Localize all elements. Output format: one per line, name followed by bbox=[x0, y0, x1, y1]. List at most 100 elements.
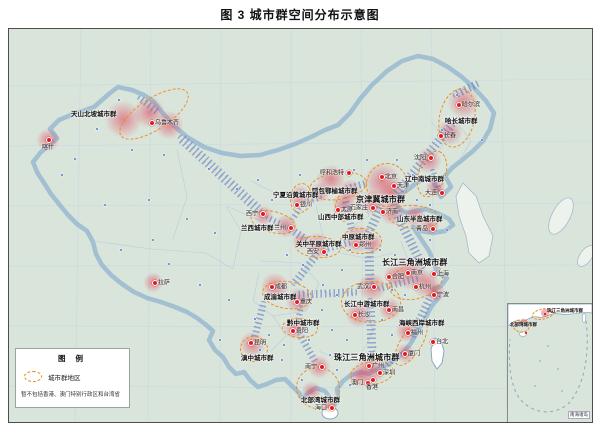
inset-svg bbox=[508, 304, 592, 413]
foreign-land bbox=[455, 182, 592, 267]
city-label: 宁波 bbox=[437, 292, 450, 299]
town-dot bbox=[103, 203, 107, 207]
city-label: 西安 bbox=[306, 249, 319, 256]
town-dot bbox=[267, 333, 271, 337]
town-dot bbox=[285, 253, 289, 257]
city-label: 长沙 bbox=[358, 312, 371, 319]
town-dot bbox=[320, 308, 324, 312]
cluster-label: 山东半岛城市群 bbox=[397, 216, 443, 223]
town-dot bbox=[95, 127, 99, 131]
city-label: 太原 bbox=[341, 207, 354, 214]
town-dot bbox=[348, 358, 352, 362]
city-label: 成都 bbox=[275, 284, 288, 291]
city-label: 沈阳 bbox=[413, 155, 426, 162]
city-label: 台北 bbox=[436, 339, 449, 346]
city-label: 乌鲁木齐 bbox=[155, 120, 180, 127]
city-label: 深圳 bbox=[383, 370, 396, 377]
city-label: 海口 bbox=[314, 405, 327, 412]
city-label: 上海 bbox=[437, 271, 450, 278]
china-map: 图 例 城市群地区 暂不包括香港、澳门特别行政区和台湾省 bbox=[8, 28, 593, 423]
legend-item-label: 城市群地区 bbox=[48, 374, 81, 382]
cluster-label: 海峡西岸城市群 bbox=[399, 320, 445, 327]
town-dot bbox=[345, 338, 349, 342]
city-label: 南昌 bbox=[392, 307, 405, 314]
cluster-label: 成渝城市群 bbox=[264, 294, 297, 301]
cluster-label: 辽中南城市群 bbox=[405, 176, 444, 183]
city-label: 大连 bbox=[424, 190, 437, 197]
city-label: 哈尔滨 bbox=[462, 102, 481, 109]
city-label: 合肥 bbox=[392, 274, 405, 281]
town-dot bbox=[403, 293, 407, 297]
inset-beibu-gulf-label: 北部湾城市群 bbox=[510, 322, 537, 327]
town-dot bbox=[167, 262, 171, 266]
city-label: 天津 bbox=[397, 183, 410, 190]
town-dot bbox=[330, 328, 334, 332]
cluster-label: 山西中部城市群 bbox=[318, 214, 364, 221]
city-label: 厦门 bbox=[408, 351, 421, 358]
cluster-label: 滇中城市群 bbox=[241, 355, 274, 362]
town-dot bbox=[428, 238, 432, 242]
town-dot bbox=[147, 198, 151, 202]
city-label: 呼和浩特 bbox=[319, 170, 344, 177]
town-dot bbox=[119, 248, 123, 252]
town-dot bbox=[321, 283, 325, 287]
town-dot bbox=[282, 343, 286, 347]
city-label: 南宁 bbox=[304, 364, 317, 371]
town-dot bbox=[428, 203, 432, 207]
cluster-label: 宁夏沿黄城市群 bbox=[273, 192, 319, 199]
town-dot bbox=[280, 358, 284, 362]
town-dot bbox=[352, 168, 356, 172]
inset-pearl-delta-label: 珠江三角洲城市群 bbox=[547, 308, 583, 313]
city-label: 长春 bbox=[444, 133, 457, 140]
town-dot bbox=[298, 173, 302, 177]
town-dot bbox=[227, 298, 231, 302]
city-label: 昆明 bbox=[254, 340, 267, 347]
town-dot bbox=[415, 198, 419, 202]
city-label: 南京 bbox=[411, 270, 424, 277]
town-dot bbox=[213, 231, 217, 235]
town-dot bbox=[185, 217, 189, 221]
city-label: 武汉 bbox=[356, 284, 369, 291]
cluster-label: 珠江三角洲城市群 bbox=[334, 353, 400, 362]
city-label: 青岛 bbox=[415, 226, 428, 233]
legend-note: 暂不包括香港、澳门特别行政区和台湾省 bbox=[21, 392, 121, 398]
town-dot bbox=[250, 228, 254, 232]
south-china-sea-inset: 珠江三角洲城市群 北部湾城市群 南海诸岛 bbox=[507, 303, 592, 422]
town-dot bbox=[328, 353, 332, 357]
town-dot bbox=[340, 268, 344, 272]
town-dot bbox=[218, 338, 222, 342]
city-label: 兰州 bbox=[273, 225, 286, 232]
city-label: 重庆 bbox=[300, 299, 313, 306]
cluster-label: 天山北坡城市群 bbox=[71, 111, 117, 118]
city-label: 贵阳 bbox=[296, 328, 309, 335]
cluster-label: 长江中游城市群 bbox=[344, 301, 390, 308]
town-dot bbox=[480, 138, 484, 142]
inset-corner-label: 南海诸岛 bbox=[568, 411, 590, 419]
cluster-label: 兰西城市群 bbox=[241, 225, 274, 232]
town-dot bbox=[300, 378, 304, 382]
town-dot bbox=[151, 238, 155, 242]
city-dot bbox=[345, 169, 353, 177]
cluster-area-icon bbox=[24, 371, 42, 382]
town-dot bbox=[270, 198, 274, 202]
city-label: 喀什 bbox=[41, 145, 55, 151]
city-label: 杭州 bbox=[419, 284, 432, 291]
city-label: 济南 bbox=[386, 209, 399, 216]
city-label: 拉萨 bbox=[158, 280, 171, 287]
town-dot bbox=[335, 368, 339, 372]
town-dot bbox=[468, 118, 472, 122]
city-label: 澳门 bbox=[350, 380, 363, 387]
city-label: 北京 bbox=[385, 174, 398, 181]
city-label: 香港 bbox=[365, 385, 379, 391]
city-label: 银川 bbox=[300, 202, 313, 209]
figure-title: 图 3 城市群空间分布示意图 bbox=[220, 8, 380, 22]
town-dot bbox=[60, 173, 64, 177]
legend-title: 图 例 bbox=[57, 354, 88, 363]
town-dot bbox=[130, 148, 134, 152]
town-dot bbox=[198, 283, 202, 287]
cluster-label: 长江三角洲城市群 bbox=[382, 258, 448, 267]
town-dot bbox=[445, 228, 449, 232]
town-dot bbox=[162, 153, 166, 157]
town-dot bbox=[365, 158, 369, 162]
